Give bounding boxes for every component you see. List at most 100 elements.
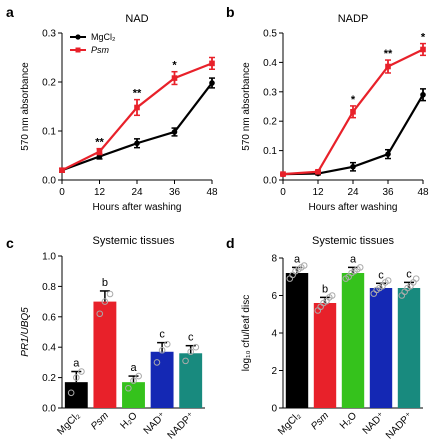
replicate-point xyxy=(78,368,85,375)
x-tick-label: 36 xyxy=(382,187,394,198)
replicate-point xyxy=(158,346,166,354)
panel-letter: c xyxy=(6,235,14,251)
panel-letter: d xyxy=(226,235,235,251)
y-tick-label: 0.4 xyxy=(263,58,277,69)
category-label: H₂O xyxy=(338,410,359,431)
data-point xyxy=(209,80,215,86)
data-point xyxy=(280,171,286,177)
bar xyxy=(285,273,309,408)
panel-c: c Systemic tissues 0.0 0.2 0.4 0.6 0.8 1.0 PR1/U… xyxy=(6,235,205,442)
group-letter: a xyxy=(130,362,137,374)
y-tick-label: 0 xyxy=(271,404,277,415)
replicate-point xyxy=(192,343,200,351)
significance-label: * xyxy=(421,32,426,44)
group-letter: a xyxy=(73,358,80,370)
y-tick-label: 0.0 xyxy=(42,404,56,415)
replicate-point xyxy=(130,377,137,384)
category-label: Psm xyxy=(309,410,331,432)
chart-title: Systemic tissues xyxy=(312,235,394,247)
data-point xyxy=(350,108,356,115)
y-tick-label: 8 xyxy=(271,254,277,265)
y-tick-label: 0.2 xyxy=(263,117,277,128)
replicate-point xyxy=(300,262,308,269)
bar xyxy=(341,273,365,408)
y-tick-label: 0.2 xyxy=(42,78,56,89)
group-letter: a xyxy=(350,253,357,265)
data-point xyxy=(134,104,140,111)
replicate-point xyxy=(163,340,171,348)
y-tick-label: 6 xyxy=(271,291,277,302)
significance-label: ** xyxy=(95,137,104,149)
x-axis-label: Hours after washing xyxy=(93,202,182,213)
bar xyxy=(397,288,421,408)
panel-a: a NAD 0.0 0.1 0.2 0.3 0 12 24 36 48 Hours after was… xyxy=(6,4,218,213)
data-point xyxy=(171,129,178,135)
data-point xyxy=(385,151,391,157)
replicate-point xyxy=(96,310,104,318)
data-point xyxy=(385,63,391,70)
data-point xyxy=(420,91,426,98)
replicate-point xyxy=(384,277,392,284)
replicate-point xyxy=(125,384,132,392)
category-label: MgCl₂ xyxy=(276,410,303,437)
category-label: NAD⁺ xyxy=(142,410,168,436)
panel-b: b NADP 0.0 0.1 0.2 0.3 0.4 0.5 0 12 24 36 48 Hours af… xyxy=(226,4,429,213)
category-label: NADP⁺ xyxy=(384,410,415,441)
category-label: Psm xyxy=(89,410,111,432)
bar xyxy=(313,303,337,408)
y-tick-label: 0.3 xyxy=(42,29,56,40)
replicate-point xyxy=(73,374,80,381)
y-tick-label: 0.3 xyxy=(263,87,277,98)
panel-letter: b xyxy=(226,4,235,20)
chart-title: NADP xyxy=(338,13,369,25)
x-tick-label: 48 xyxy=(417,187,429,198)
data-point xyxy=(96,148,103,155)
bar xyxy=(179,353,203,408)
legend-label: Psm xyxy=(91,45,110,55)
bar xyxy=(64,382,88,408)
y-tick-label: 2 xyxy=(271,366,277,377)
x-axis-label: Hours after washing xyxy=(309,202,398,213)
y-tick-label: 0.0 xyxy=(42,176,56,187)
group-letter: b xyxy=(322,283,328,295)
x-tick-label: 24 xyxy=(347,187,359,198)
y-tick-label: 0.1 xyxy=(263,146,277,157)
x-tick-label: 12 xyxy=(94,187,106,198)
data-point xyxy=(350,163,356,170)
replicate-point xyxy=(328,292,336,299)
group-letter: c xyxy=(378,269,384,281)
panel-letter: a xyxy=(6,4,14,20)
replicate-point xyxy=(182,357,189,365)
bar xyxy=(369,288,393,408)
y-axis-label: PR1/UBQ5 xyxy=(20,307,31,357)
bar xyxy=(150,351,174,408)
y-axis-label: 570 nm absorbance xyxy=(241,62,252,151)
x-tick-label: 24 xyxy=(131,187,143,198)
significance-label: * xyxy=(172,60,177,72)
replicate-point xyxy=(106,290,114,298)
data-point xyxy=(59,167,65,173)
y-tick-label: 0.0 xyxy=(263,176,277,187)
x-tick-label: 0 xyxy=(280,187,286,198)
data-point xyxy=(171,75,178,81)
data-point xyxy=(315,168,321,175)
chart-title: NAD xyxy=(125,13,148,25)
y-axis-label: log₁₀ cfu/leaf disc xyxy=(241,295,252,371)
legend-label: MgCl₂ xyxy=(91,32,116,42)
significance-label: ** xyxy=(133,88,142,100)
y-tick-label: 0.1 xyxy=(42,127,56,138)
category-label: NAD⁺ xyxy=(361,410,387,436)
replicate-point xyxy=(153,359,161,366)
bar xyxy=(122,382,145,408)
data-point xyxy=(209,60,215,67)
legend-marker xyxy=(75,34,81,40)
y-tick-label: 0.2 xyxy=(42,373,56,384)
group-letter: c xyxy=(159,329,165,341)
y-tick-label: 0.8 xyxy=(42,282,56,293)
x-tick-label: 48 xyxy=(206,187,218,198)
series-line xyxy=(61,62,213,172)
category-label: NADP⁺ xyxy=(166,410,197,441)
category-label: MgCl₂ xyxy=(55,410,82,437)
y-tick-label: 4 xyxy=(271,329,277,340)
